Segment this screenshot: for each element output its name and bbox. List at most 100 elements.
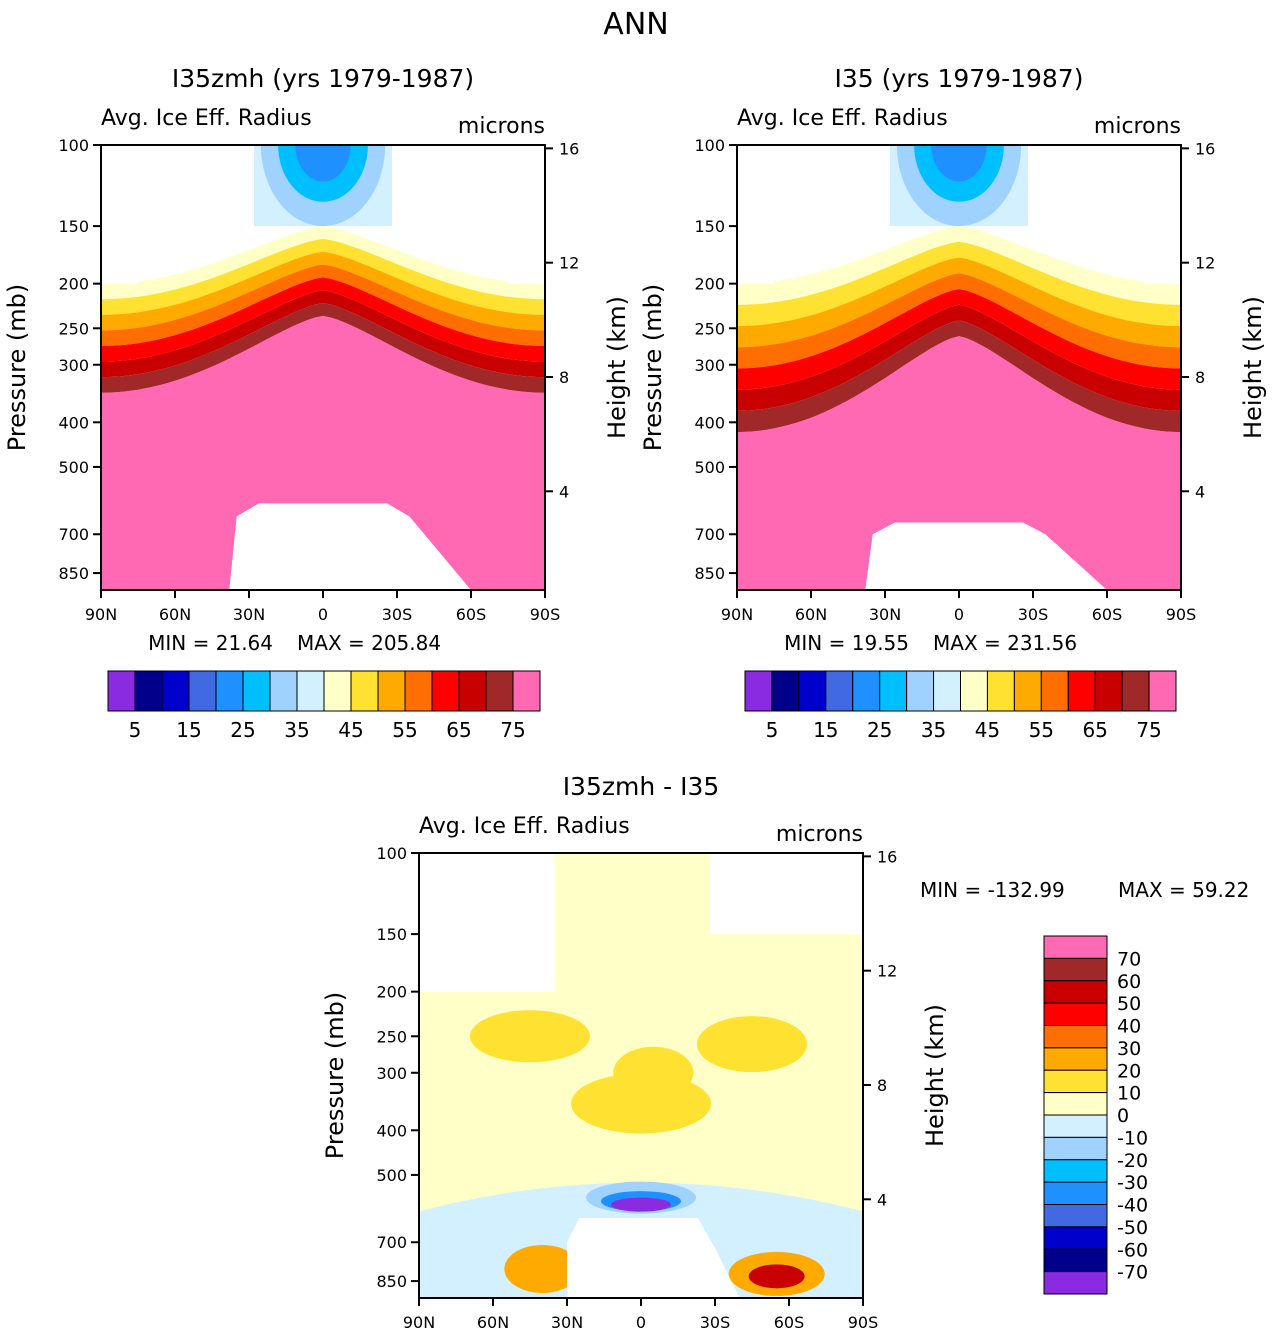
y-tick-label: 400 bbox=[694, 413, 725, 432]
contour-band bbox=[737, 226, 1181, 305]
figure-title: ANN bbox=[603, 7, 668, 42]
contour-band bbox=[737, 257, 1181, 348]
max-label: MAX = 59.22 bbox=[1118, 878, 1249, 902]
colorbar-box bbox=[161, 670, 190, 712]
y2-tick-label: 8 bbox=[1195, 368, 1205, 387]
y2-tick-label: 12 bbox=[559, 254, 579, 273]
colorbar-box bbox=[1043, 935, 1108, 959]
contour-band bbox=[613, 1046, 694, 1099]
colorbar-box bbox=[431, 670, 460, 712]
y-tick-label: 500 bbox=[58, 458, 89, 477]
x-tick-label: 90N bbox=[403, 1313, 435, 1332]
colorbar-box bbox=[960, 670, 988, 712]
contour-band bbox=[101, 315, 545, 590]
missing-data bbox=[567, 1217, 740, 1298]
missing-data bbox=[1028, 145, 1181, 227]
contour-band bbox=[697, 1016, 807, 1073]
colorbar-label: 55 bbox=[392, 718, 417, 742]
colorbar-label: 50 bbox=[1117, 993, 1141, 1015]
y2-tick-label: 8 bbox=[559, 368, 569, 387]
contour-band bbox=[101, 303, 545, 393]
contour-band bbox=[737, 241, 1181, 327]
colorbar-box bbox=[1043, 1069, 1108, 1094]
x-tick-label: 60S bbox=[774, 1313, 805, 1332]
colorbar-box bbox=[1043, 1002, 1108, 1026]
colorbar-box bbox=[1043, 1136, 1108, 1161]
contour-field bbox=[101, 145, 545, 590]
colorbar-box bbox=[1043, 1181, 1108, 1205]
colorbar-label: -20 bbox=[1117, 1150, 1148, 1172]
y-tick-label: 300 bbox=[694, 356, 725, 375]
colorbar-label: 70 bbox=[1117, 948, 1141, 970]
y-tick-label: 300 bbox=[58, 356, 89, 375]
missing-data bbox=[1144, 226, 1181, 284]
colorbar-box bbox=[485, 670, 514, 712]
y2-axis-label: Height (km) bbox=[603, 296, 631, 439]
y-tick-label: 150 bbox=[58, 217, 89, 236]
min-label: MIN = 21.64 bbox=[148, 631, 273, 655]
colorbar-box bbox=[1043, 1025, 1108, 1049]
field-label: Avg. Ice Eff. Radius bbox=[101, 106, 312, 131]
y-tick-label: 100 bbox=[58, 136, 89, 155]
contour-band bbox=[737, 320, 1181, 433]
panel-title: I35 (yrs 1979-1987) bbox=[835, 64, 1084, 93]
colorbar-box bbox=[1043, 1114, 1108, 1138]
x-tick-label: 30S bbox=[382, 605, 413, 624]
colorbar-label: -10 bbox=[1117, 1127, 1148, 1149]
y-tick-label: 850 bbox=[694, 564, 725, 583]
y-axis-label: Pressure (mb) bbox=[3, 284, 31, 451]
y-tick-label: 850 bbox=[376, 1272, 407, 1291]
y2-tick-label: 4 bbox=[1195, 482, 1205, 501]
max-label: MAX = 231.56 bbox=[933, 631, 1077, 655]
colorbar-box bbox=[825, 670, 854, 712]
colorbar-box bbox=[1043, 1204, 1108, 1228]
colorbar: 5 15 25 35 45 55 65 75 bbox=[744, 670, 1177, 742]
colorbar-box bbox=[1043, 1271, 1108, 1295]
contour-band bbox=[611, 1197, 671, 1212]
contour-band bbox=[737, 289, 1181, 390]
max-label: MAX = 205.84 bbox=[297, 631, 441, 655]
colorbar-box bbox=[350, 670, 379, 712]
contour-band bbox=[101, 251, 545, 331]
contour-band bbox=[470, 1010, 590, 1063]
colorbar-box bbox=[134, 670, 163, 712]
colorbar-box bbox=[986, 670, 1015, 712]
x-tick-label: 60N bbox=[159, 605, 191, 624]
contour-band bbox=[737, 336, 1181, 590]
y-tick-label: 150 bbox=[694, 217, 725, 236]
x-tick-label: 0 bbox=[954, 605, 964, 624]
colorbar-label: 60 bbox=[1117, 971, 1141, 993]
y2-axis-label: Height (km) bbox=[921, 1004, 949, 1147]
y-tick-label: 700 bbox=[694, 525, 725, 544]
colorbar-box bbox=[1043, 980, 1108, 1004]
colorbar-box bbox=[798, 670, 827, 712]
x-tick-label: 90S bbox=[530, 605, 561, 624]
colorbar-box bbox=[1067, 670, 1096, 712]
colorbar-label: 55 bbox=[1029, 718, 1054, 742]
colorbar-label: 25 bbox=[230, 718, 255, 742]
colorbar-box bbox=[458, 670, 487, 712]
y-tick-label: 700 bbox=[376, 1233, 407, 1252]
y-axis-label: Pressure (mb) bbox=[639, 284, 667, 451]
units-label: microns bbox=[458, 114, 545, 139]
colorbar-label: 25 bbox=[867, 718, 892, 742]
colorbar-label: -40 bbox=[1117, 1195, 1148, 1217]
contour-band bbox=[504, 1244, 581, 1293]
colorbar-box bbox=[1121, 670, 1150, 712]
colorbar-box bbox=[512, 670, 541, 712]
colorbar-box bbox=[1040, 670, 1069, 712]
colorbar-label: 45 bbox=[975, 718, 1000, 742]
colorbar-label: 5 bbox=[129, 718, 142, 742]
colorbar-label: 30 bbox=[1117, 1038, 1141, 1060]
field-label: Avg. Ice Eff. Radius bbox=[419, 814, 630, 839]
missing-data bbox=[101, 145, 254, 227]
x-tick-label: 90S bbox=[1166, 605, 1197, 624]
y2-tick-label: 4 bbox=[559, 482, 569, 501]
colorbar-box bbox=[1043, 1248, 1108, 1273]
missing-data bbox=[710, 853, 863, 935]
colorbar-label: -30 bbox=[1117, 1172, 1148, 1194]
colorbar-box bbox=[188, 670, 217, 712]
min-label: MIN = 19.55 bbox=[784, 631, 909, 655]
colorbar-label: 10 bbox=[1117, 1083, 1141, 1105]
